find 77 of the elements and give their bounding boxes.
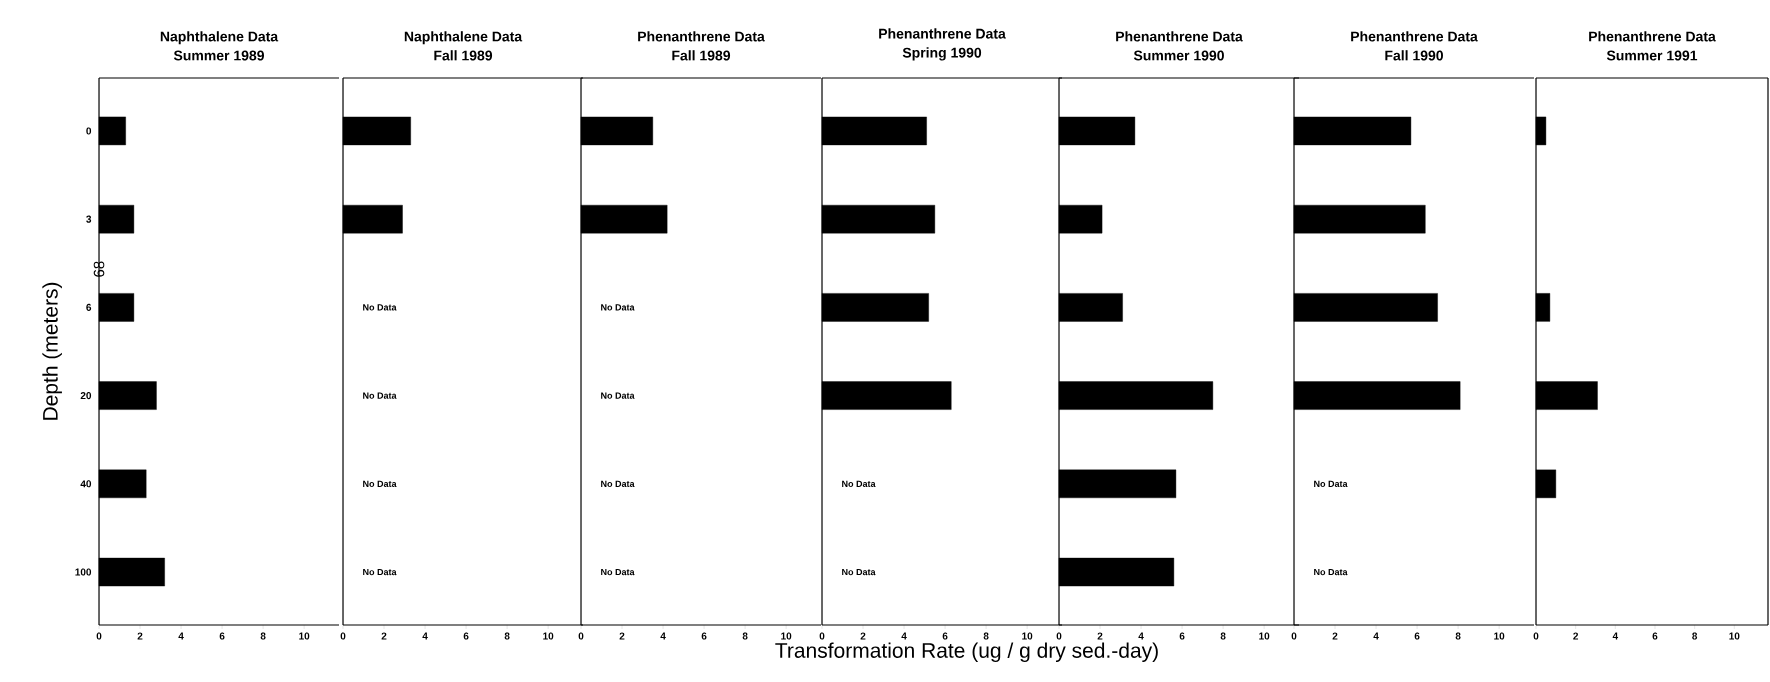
x-tick-label: 10 — [781, 632, 792, 640]
x-tick-label: 4 — [660, 632, 666, 640]
text: No Data — [363, 568, 397, 576]
annotation: 68 — [93, 261, 105, 277]
x-tick-label: 2 — [381, 632, 387, 640]
x-tick-label: 10 — [543, 632, 554, 640]
text: No Data — [601, 304, 635, 311]
x-tick-label: 8 — [742, 632, 748, 640]
x-tick-label: 2 — [1097, 632, 1103, 640]
text: No Data — [1314, 480, 1348, 487]
chart-title: Phenanthrene Data — [638, 31, 765, 42]
text: No Data — [601, 392, 635, 399]
chart-subtitle: Summer 1991 — [1606, 50, 1698, 61]
x-tick-label: 0 — [1056, 632, 1062, 640]
x-tick-label: 6 — [701, 632, 707, 640]
x-tick-label: 0 — [340, 632, 346, 640]
x-tick-label: 0 — [96, 632, 102, 640]
chart-subtitle: Fall 1990 — [1385, 50, 1443, 61]
chart-title: Naphthalene Data — [160, 31, 279, 45]
y-tick-label: 100 — [75, 568, 92, 576]
x-tick-label: 6 — [463, 632, 469, 640]
chart-subtitle: Summer 1989 — [173, 50, 265, 61]
chart-subtitle: Spring 1990 — [902, 47, 982, 61]
text: No Data — [601, 480, 635, 487]
x-tick-label: 0 — [819, 632, 825, 640]
x-tick-label: 10 — [1022, 632, 1033, 640]
x-tick-label: 6 — [1414, 632, 1420, 640]
text: No Data — [363, 392, 397, 399]
x-tick-label: 2 — [1332, 632, 1338, 640]
x-tick-label: 8 — [1220, 632, 1226, 640]
x-tick-label: 8 — [504, 632, 510, 640]
x-tick-label: 10 — [1729, 632, 1740, 640]
text: No Data — [842, 480, 876, 487]
chart-subtitle: Fall 1989 — [672, 50, 731, 61]
x-tick-label: 2 — [619, 632, 625, 640]
x-tick-label: 6 — [219, 632, 225, 640]
text: No Data — [363, 304, 397, 311]
chart-title: Phenanthrene Data — [1351, 31, 1478, 42]
x-tick-label: 0 — [1533, 632, 1539, 640]
chart-subtitle: Summer 1990 — [1133, 50, 1224, 61]
text: No Data — [1314, 568, 1348, 576]
x-tick-label: 4 — [901, 632, 907, 640]
x-tick-label: 4 — [422, 632, 428, 640]
chart-title: Phenanthrene Data — [1116, 31, 1243, 42]
x-tick-label: 10 — [299, 632, 310, 640]
x-tick-label: 2 — [1573, 632, 1579, 640]
x-tick-label: 4 — [1138, 632, 1144, 640]
y-tick-label: 3 — [86, 215, 92, 223]
chart-title: Naphthalene Data — [404, 31, 523, 45]
y-axis-title: Depth (meters) — [42, 282, 62, 420]
x-axis-title: Transformation Rate (ug / g dry sed.-day) — [775, 642, 1158, 663]
chart-subtitle: Fall 1989 — [434, 50, 493, 61]
y-tick-label: 6 — [86, 303, 92, 311]
x-tick-label: 8 — [1455, 632, 1461, 640]
text: No Data — [363, 480, 397, 487]
x-tick-label: 0 — [1291, 632, 1297, 640]
y-tick-label: 40 — [80, 480, 92, 488]
chart-title: Phenanthrene Data — [879, 28, 1006, 39]
x-tick-label: 2 — [860, 632, 866, 640]
text: No Data — [601, 568, 635, 576]
x-tick-label: 6 — [1652, 632, 1658, 640]
y-tick-label: 0 — [86, 127, 92, 135]
x-tick-label: 6 — [1179, 632, 1185, 640]
x-tick-label: 0 — [578, 632, 584, 640]
y-tick-label: 20 — [80, 392, 92, 400]
x-tick-label: 6 — [942, 632, 948, 640]
x-tick-label: 8 — [260, 632, 266, 640]
x-tick-label: 8 — [1692, 632, 1698, 640]
chart-title: Phenanthrene Data — [1589, 31, 1716, 42]
x-tick-label: 10 — [1259, 632, 1270, 640]
x-tick-label: 4 — [178, 632, 184, 640]
x-tick-label: 4 — [1612, 632, 1619, 640]
x-tick-label: 2 — [137, 632, 143, 640]
x-tick-label: 10 — [1494, 632, 1505, 640]
x-tick-label: 8 — [983, 632, 989, 640]
x-tick-label: 4 — [1373, 632, 1379, 640]
text: No Data — [842, 568, 876, 576]
